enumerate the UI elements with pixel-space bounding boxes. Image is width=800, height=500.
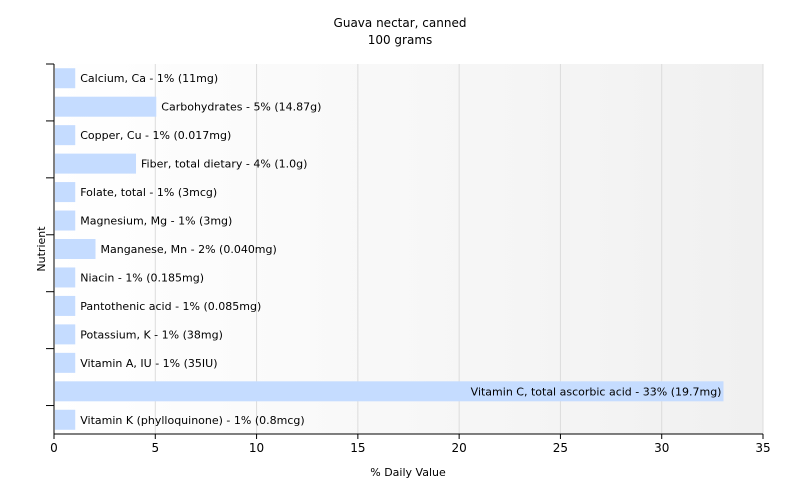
bar-label: Magnesium, Mg - 1% (3mg) [80, 215, 232, 228]
x-tick-label: 5 [151, 441, 159, 455]
bar [55, 125, 76, 146]
bar [55, 324, 76, 345]
x-tick-label: 15 [350, 441, 365, 455]
bar [55, 210, 76, 231]
chart-title: Guava nectar, canned [334, 16, 467, 30]
chart-text: Guava nectar, canned 100 grams % Daily V… [35, 16, 466, 479]
bar-label: Vitamin C, total ascorbic acid - 33% (19… [471, 385, 722, 398]
bar-label: Carbohydrates - 5% (14.87g) [161, 101, 321, 114]
bar [55, 182, 76, 203]
x-tick-label: 25 [553, 441, 568, 455]
bar-label: Vitamin K (phylloquinone) - 1% (0.8mcg) [80, 414, 304, 427]
bar-label: Folate, total - 1% (3mcg) [80, 186, 217, 199]
bar-label: Potassium, K - 1% (38mg) [80, 328, 223, 341]
bar [55, 295, 76, 316]
chart-subtitle: 100 grams [368, 33, 433, 47]
plot-background [54, 64, 763, 434]
bar [55, 68, 76, 89]
y-axis-title: Nutrient [35, 226, 48, 272]
bar [55, 409, 76, 430]
bar-label: Calcium, Ca - 1% (11mg) [80, 72, 218, 85]
bars: Calcium, Ca - 1% (11mg) Carbohydrates - 5… [55, 68, 724, 430]
bar [55, 381, 724, 402]
bar-label: Vitamin A, IU - 1% (35IU) [80, 357, 217, 370]
bar-label: Copper, Cu - 1% (0.017mg) [80, 129, 231, 142]
axes: 0 5 10 15 20 25 30 35 [46, 63, 771, 455]
x-axis-title: % Daily Value [370, 466, 446, 479]
x-tick-label: 20 [452, 441, 467, 455]
bar [55, 239, 96, 259]
bar [55, 352, 76, 373]
x-tick-label: 30 [654, 441, 669, 455]
bar-label: Pantothenic acid - 1% (0.085mg) [80, 300, 261, 313]
bar-label: Fiber, total dietary - 4% (1.0g) [141, 158, 307, 171]
bar-label: Niacin - 1% (0.185mg) [80, 271, 204, 284]
grid-lines [154, 64, 764, 434]
bar [55, 153, 137, 174]
bar-label: Manganese, Mn - 2% (0.040mg) [101, 243, 277, 256]
x-tick-label: 0 [50, 441, 58, 455]
bar [55, 96, 157, 117]
bar [55, 267, 76, 288]
x-tick-label: 35 [755, 441, 770, 455]
x-tick-label: 10 [249, 441, 264, 455]
